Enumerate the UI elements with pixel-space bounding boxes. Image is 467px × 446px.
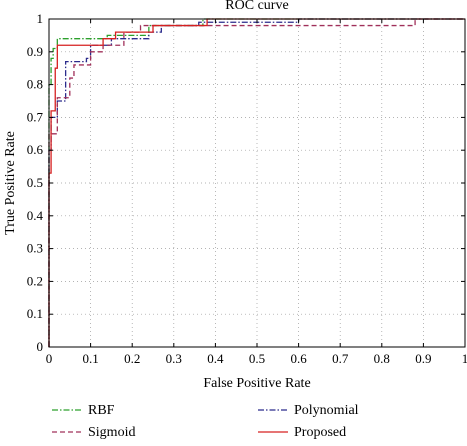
series-line-proposed [48, 18, 465, 347]
legend-label: Polynomial [294, 403, 359, 418]
legend-label: RBF [88, 403, 115, 418]
x-tick-label: 0.1 [82, 351, 98, 366]
legend-label: Proposed [294, 425, 346, 440]
legend: RBF Polynomial Sigmoid Proposed [52, 403, 359, 440]
y-axis-ticks: 0 0.1 0.2 0.3 0.4 0.5 0.6 0.7 0.8 0.9 1 [27, 11, 465, 354]
x-tick-label: 0.7 [332, 351, 349, 366]
legend-item-polynomial: Polynomial [258, 403, 359, 418]
y-tick-label: 0.5 [27, 175, 43, 190]
y-tick-label: 0.6 [27, 142, 44, 157]
x-axis-ticks: 0 0.1 0.2 0.3 0.4 0.5 0.6 0.7 0.8 0.9 1 [46, 19, 467, 366]
x-tick-label: 0.8 [374, 351, 390, 366]
y-tick-label: 0.3 [27, 241, 43, 256]
x-tick-label: 0 [46, 351, 53, 366]
x-axis-label: False Positive Rate [203, 376, 310, 391]
legend-label: Sigmoid [88, 425, 135, 440]
y-tick-label: 0.2 [27, 273, 43, 288]
legend-item-proposed: Proposed [258, 425, 346, 440]
legend-item-sigmoid: Sigmoid [52, 425, 135, 440]
y-tick-label: 0.9 [27, 44, 43, 59]
x-tick-label: 0.2 [124, 351, 140, 366]
x-tick-label: 0.6 [290, 351, 307, 366]
chart-title: ROC curve [225, 0, 288, 13]
x-tick-label: 0.4 [207, 351, 224, 366]
x-tick-label: 1 [462, 351, 467, 366]
y-tick-label: 0 [37, 339, 44, 354]
y-tick-label: 1 [37, 11, 44, 26]
y-tick-label: 0.1 [27, 306, 43, 321]
y-axis-label: True Positive Rate [3, 131, 18, 235]
y-tick-label: 0.7 [27, 109, 44, 124]
legend-item-rbf: RBF [52, 403, 115, 418]
x-tick-label: 0.9 [415, 351, 431, 366]
x-tick-label: 0.5 [249, 351, 265, 366]
y-tick-label: 0.8 [27, 77, 43, 92]
x-tick-label: 0.3 [166, 351, 182, 366]
grid [49, 19, 465, 347]
series-lines [48, 18, 465, 347]
y-tick-label: 0.4 [27, 208, 44, 223]
